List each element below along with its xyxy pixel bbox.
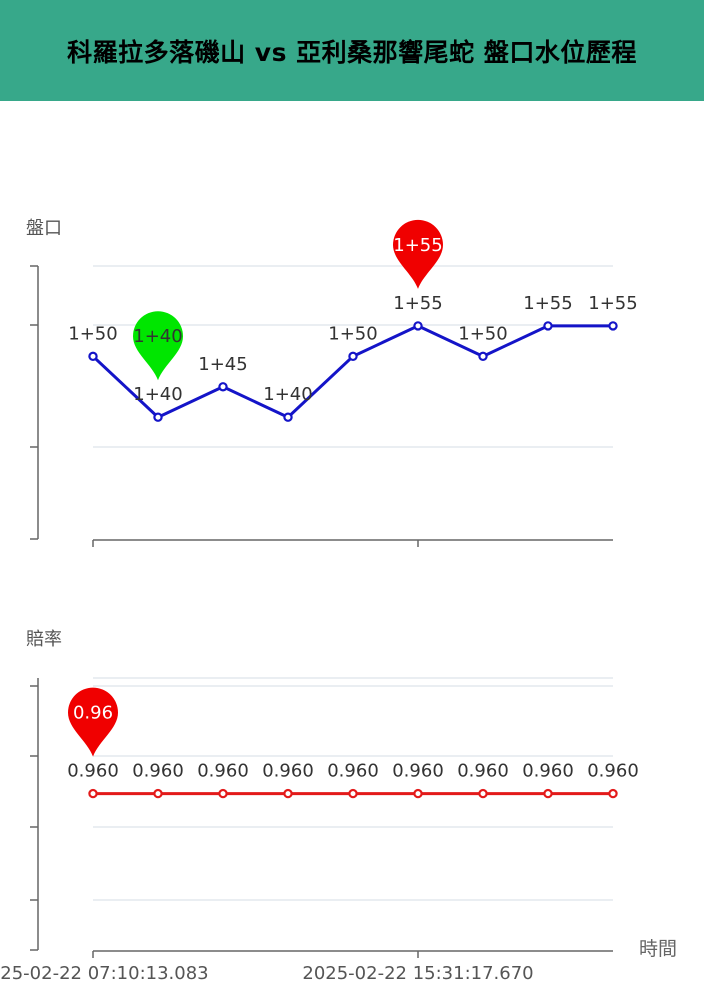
handicap-data-label: 1+40 — [133, 384, 182, 405]
odds-point — [218, 788, 228, 799]
odds-point — [608, 788, 618, 799]
odds-data-label: 0.960 — [197, 761, 249, 782]
handicap-y-axis-label: 盤口 — [26, 218, 62, 239]
odds-x-axis — [92, 950, 613, 958]
handicap-point — [543, 321, 553, 331]
odds-y-axis-label: 賠率 — [26, 629, 62, 650]
handicap-data-label: 1+45 — [198, 354, 247, 375]
handicap-point — [608, 321, 618, 331]
handicap-data-label: 1+55 — [393, 293, 442, 314]
odds-max-marker-shape — [68, 687, 118, 757]
handicap-data-label: 1+55 — [588, 293, 637, 314]
odds-point — [88, 788, 98, 799]
handicap-data-label: 1+55 — [523, 293, 572, 314]
handicap-data-label: 1+50 — [458, 323, 507, 344]
handicap-series: 1+50 1+40 1+45 1+40 1+50 1+55 1+50 1+55 1+55 1+40… — [68, 219, 638, 422]
page-title: 科羅拉多落磯山 vs 亞利桑那響尾蛇 盤口水位歷程 — [67, 37, 637, 67]
x-tick-label-mid: 2025-02-22 15:31:17.670 — [302, 963, 533, 984]
handicap-point — [153, 412, 163, 422]
handicap-point — [88, 351, 98, 362]
handicap-data-label: 1+50 — [68, 323, 117, 344]
odds-data-label: 0.960 — [457, 761, 509, 782]
odds-point — [413, 788, 423, 799]
odds-y-axis — [30, 678, 39, 951]
odds-point — [348, 788, 358, 799]
handicap-x-axis — [92, 539, 613, 547]
handicap-data-label: 1+40 — [263, 384, 312, 405]
handicap-point — [413, 321, 423, 331]
handicap-point — [283, 412, 293, 422]
handicap-max-marker-shape — [392, 219, 443, 289]
odds-max-marker-label: 0.96 — [73, 703, 113, 724]
odds-point — [153, 788, 163, 799]
handicap-min-marker-label: 1+40 — [133, 326, 182, 347]
handicap-point — [348, 351, 358, 362]
odds-data-label: 0.960 — [132, 761, 184, 782]
odds-data-label: 0.960 — [262, 761, 314, 782]
handicap-max-marker: 1+55 — [392, 219, 443, 289]
handicap-min-marker: 1+40 — [133, 311, 183, 381]
handicap-y-axis — [30, 265, 39, 540]
page-header: 科羅拉多落磯山 vs 亞利桑那響尾蛇 盤口水位歷程 — [0, 0, 704, 101]
odds-point — [543, 788, 553, 799]
handicap-data-label: 1+50 — [328, 323, 377, 344]
odds-x-axis-label: 時間 — [639, 938, 677, 960]
odds-data-label: 0.960 — [67, 761, 119, 782]
handicap-min-marker-shape — [133, 311, 183, 381]
odds-series: 0.960 0.960 0.960 0.960 0.960 0.960 0.960 0.960… — [67, 687, 639, 799]
odds-data-label: 0.960 — [522, 761, 574, 782]
odds-point — [283, 788, 293, 799]
odds-point — [478, 788, 488, 799]
odds-data-label: 0.960 — [392, 761, 444, 782]
handicap-chart: 盤口 1+501+401+451+401+501+551+501+55 1+551… — [26, 218, 638, 547]
odds-chart: 賠率 時間 2025-02-22 07:10:13.083 2025-02-22… — [0, 629, 677, 984]
handicap-point — [218, 382, 228, 392]
x-tick-label-start: 2025-02-22 07:10:13.083 — [0, 963, 209, 984]
odds-data-label: 0.960 — [327, 761, 379, 782]
handicap-max-marker-label: 1+55 — [393, 235, 442, 256]
handicap-point — [478, 351, 488, 362]
odds-gridlines — [93, 677, 613, 901]
odds-data-label: 0.960 — [587, 761, 639, 782]
odds-max-marker: 0.96 — [68, 687, 118, 757]
